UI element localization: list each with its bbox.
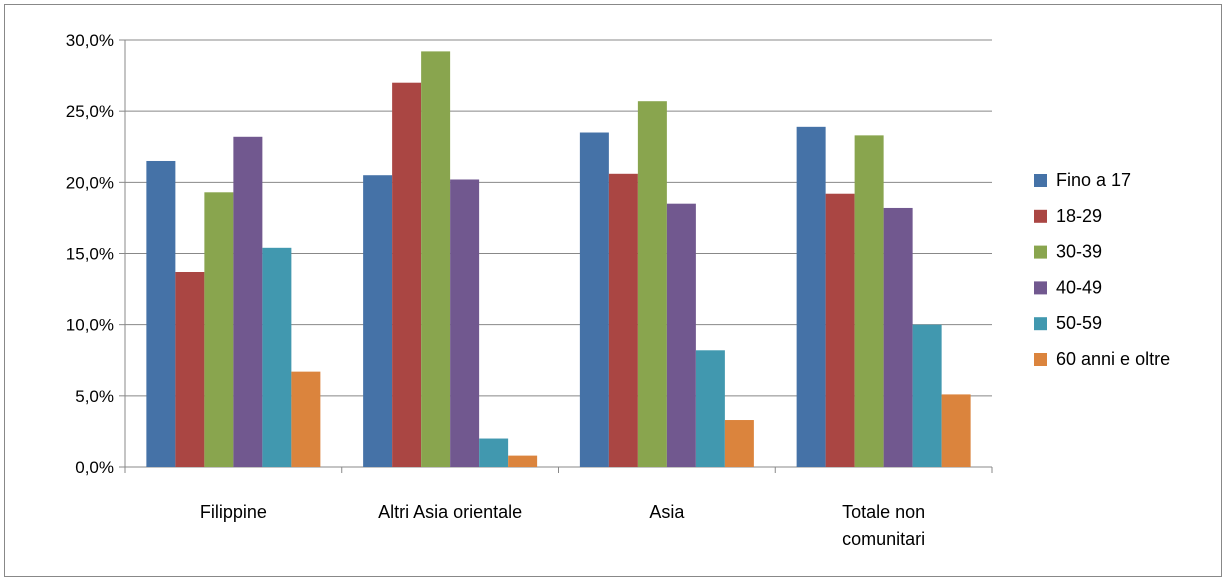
- bar: [233, 136, 263, 467]
- legend-swatch: [1034, 281, 1047, 295]
- bar: [291, 371, 321, 467]
- y-tick-label: 10,0%: [66, 316, 114, 335]
- legend-swatch: [1034, 209, 1047, 223]
- bar: [146, 160, 176, 467]
- x-category-label: Altri Asia orientale: [378, 502, 522, 522]
- bar: [363, 175, 393, 467]
- legend-swatch: [1034, 353, 1047, 366]
- bars: [146, 51, 971, 468]
- bar: [854, 135, 884, 467]
- bar: [479, 438, 509, 467]
- y-tick-label: 20,0%: [66, 173, 114, 192]
- legend-label: 50-59: [1056, 313, 1102, 333]
- axis-labels: 0,0% 5,0% 10,0% 15,0% 20,0% 25,0% 30,0% Filippi…: [66, 31, 925, 549]
- bar: [912, 324, 942, 467]
- bar: [695, 350, 725, 467]
- bar: [637, 101, 667, 467]
- y-tick-label: 30,0%: [66, 31, 114, 50]
- bar: [579, 132, 609, 467]
- bar: [204, 192, 234, 467]
- bar: [724, 420, 754, 467]
- bar: [941, 394, 971, 467]
- bar: [825, 193, 855, 467]
- y-tick-label: 15,0%: [66, 245, 114, 264]
- legend-label: 60 anni e oltre: [1056, 349, 1170, 369]
- y-tick-label: 0,0%: [75, 458, 114, 477]
- bar: [796, 126, 826, 467]
- legend-swatch: [1034, 245, 1047, 259]
- x-category-label: Filippine: [200, 502, 267, 522]
- bar: [392, 82, 422, 467]
- x-category-label: Asia: [649, 502, 685, 522]
- legend-label: Fino a 17: [1056, 170, 1131, 190]
- legend-swatch: [1034, 317, 1047, 331]
- bar: [508, 455, 538, 467]
- legend: Fino a 17 18-29 30-39 40-49 50-59 60 anni e o…: [1034, 170, 1170, 369]
- bar: [608, 173, 638, 467]
- bar: [450, 179, 480, 467]
- bar: [175, 272, 205, 467]
- bar: [666, 203, 696, 467]
- bar: [421, 51, 451, 468]
- legend-label: 18-29: [1056, 206, 1102, 226]
- bar: [883, 207, 913, 467]
- bar: [262, 247, 292, 467]
- legend-swatch: [1034, 174, 1047, 187]
- legend-label: 30-39: [1056, 242, 1102, 262]
- y-tick-label: 25,0%: [66, 102, 114, 121]
- legend-label: 40-49: [1056, 277, 1102, 297]
- y-tick-label: 5,0%: [75, 387, 114, 406]
- x-category-label: Totale non comunitari: [842, 502, 925, 549]
